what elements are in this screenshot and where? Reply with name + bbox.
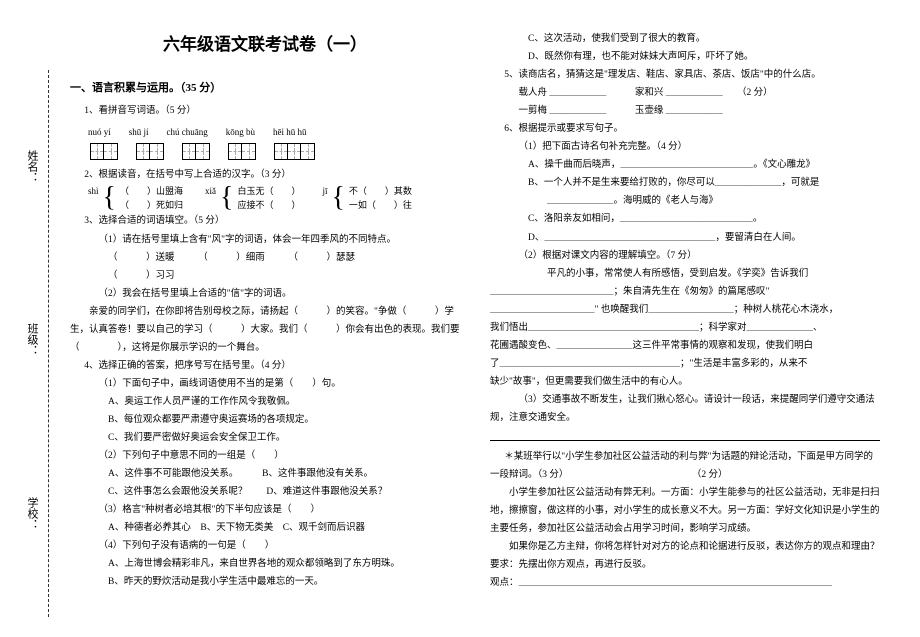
gridbox: [136, 143, 164, 160]
q3-1: （1）请在括号里填上含有"风"字的词语，体会一年四季风的不同特点。: [70, 231, 460, 249]
q3-1a: （ ）送暖 （ ）细雨 （ ）瑟瑟: [70, 249, 460, 267]
gridbox: [182, 143, 210, 160]
b2b: 应接不（ ）: [237, 198, 300, 212]
b1py: shì: [88, 184, 99, 213]
q4-2b: C、这件事怎么会跟他没关系呢？ D、难道这件事跟他没关系？: [70, 483, 460, 501]
q4-1c: C、我们要严密做好奥运会安全保卫工作。: [70, 429, 460, 447]
py2: chú chuāng: [167, 124, 208, 140]
b3py: jī: [322, 184, 327, 213]
q5: 5、读商店名，猜猜这是"理发店、鞋店、家具店、茶店、饭店"中的什么店。: [490, 66, 880, 84]
q6-2c: ＿＿＿＿＿＿＿＿＿＿＿" 也唤醒我们＿＿＿＿＿＿＿＿＿；种树人桃花心木浇水，: [490, 301, 880, 319]
q4-1a: A、奥运工作人员严谨的工作作风令我敬佩。: [70, 393, 460, 411]
q4-4c: C、这次活动，使我们受到了很大的教育。: [490, 30, 880, 48]
b3b: 一如（ ）往: [349, 198, 412, 212]
b2py: xiǎ: [205, 184, 216, 213]
q6-2g: 缺少"故事"，但更需要我们做生活中的有心人。: [490, 373, 880, 391]
q5a: 载人舟 ＿＿＿＿＿＿ 家和兴 ＿＿＿＿＿＿ （2 分）: [490, 84, 880, 102]
right-column: C、这次活动，使我们受到了很大的教育。 D、既然你有理，也不能对妹妹大声呵斥，吓…: [490, 30, 880, 592]
q6: 6、根据提示或要求写句子。: [490, 120, 880, 138]
q6-2b: ＿＿＿＿＿＿＿＿＿＿＿＿＿；朱自清先生在《匆匆》的篇尾感叹": [490, 283, 880, 301]
q4-1: （1）下面句子中，画线词语使用不当的是第（ ）句。: [70, 375, 460, 393]
p3: 观点：＿＿＿＿＿＿＿＿＿＿＿＿＿＿＿＿＿＿＿＿＿＿＿＿＿＿＿＿＿＿＿＿＿: [490, 574, 880, 592]
side-class: 班级：: [24, 323, 40, 356]
q6-2: （2）根据对课文内容的理解填空。（7 分）: [490, 247, 880, 265]
q6-2d: 我们悟出＿＿＿＿＿＿＿＿＿＿＿＿＿＿＿＿＿＿；科学家对＿＿＿＿＿＿＿、: [490, 319, 880, 337]
py3: kōng bù: [226, 124, 255, 140]
binding-line: [48, 70, 49, 617]
q4-2a: A、这件事不可能跟他没关系。 B、这件事跟他没有关系。: [70, 465, 460, 483]
gridbox: [274, 143, 315, 160]
q4-4: （4）下列句子没有语病的一句是（ ）: [70, 537, 460, 555]
side-name: 姓名：: [24, 150, 40, 183]
b1a: （ ）山盟海: [120, 184, 183, 198]
q4-3: （3）格言"种树者必培其根"的下半句应该是（ ）: [70, 501, 460, 519]
p2: 如果你是乙方主辩，你将怎样针对对方的论点和论据进行反驳，表达你方的观点和理由？要…: [490, 538, 880, 574]
q6-1a: A、操千曲而后晓声，＿＿＿＿＿＿＿＿＿＿＿＿＿＿。《文心雕龙》: [490, 156, 880, 174]
exam-title: 六年级语文联考试卷（一）: [70, 30, 460, 61]
q4: 4、选择正确的答案，把序号写在括号里。（4 分）: [70, 357, 460, 375]
q6-2e: 花圃遇酸变色、＿＿＿＿＿＿＿＿这三件平常事情的观察和发现，使我们明白: [490, 337, 880, 355]
gridbox: [90, 143, 118, 160]
q3-2p: 亲爱的同学们，在你即将告别母校之际，请扬起（ ）的笑容。"争做（ ）学生，认真答…: [70, 303, 460, 357]
grid-row: [90, 143, 460, 160]
page: 六年级语文联考试卷（一） 一、语言积累与运用。（35 分） 1、看拼音写词语。（…: [0, 0, 920, 602]
q4-1b: B、每位观众都要严肃遵守奥运赛场的各项规定。: [70, 411, 460, 429]
q6-1b2: ＿＿＿＿＿＿＿。海明威的《老人与海》: [490, 192, 880, 210]
py0: nuó yí: [88, 124, 111, 140]
blank-line: [490, 427, 880, 441]
q1: 1、看拼音写词语。（5 分）: [70, 102, 460, 120]
q2-brackets: shì { （ ）山盟海 （ ）死如归 xiǎ { 白玉无（ ） 应接不（ ） …: [88, 184, 460, 213]
side-school: 学校：: [24, 497, 40, 530]
q6-1: （1）把下面古诗名句补充完整。（4 分）: [490, 138, 880, 156]
q4-4b: B、昨天的野炊活动是我小学生活中最难忘的一天。: [70, 573, 460, 591]
b1b: （ ）死如归: [120, 198, 183, 212]
p1: 小学生参加社区公益活动有弊无利。一方面：小学生能参与的社区公益活动，无非是扫扫地…: [490, 484, 880, 538]
q3-2: （2）我会在括号里填上合适的"信"字的词语。: [70, 285, 460, 303]
q6-1b: B、一个人并不是生来要给打败的，你尽可以＿＿＿＿＿＿＿，可就是: [490, 174, 880, 192]
q6-1d: D、＿＿＿＿＿＿＿＿＿＿＿＿＿＿＿＿＿＿，要留清白在人间。: [490, 229, 880, 247]
q6-4: ＊某班举行以"小学生参加社区公益活动的利与弊"为话题的辩论活动，下面是甲方同学的…: [490, 448, 880, 484]
py1: shū jí: [129, 124, 149, 140]
q4-4a: A、上海世博会精彩非凡，来自世界各地的观众都领略到了东方明珠。: [70, 555, 460, 573]
q6-3: （3）交通事故不断发生，让我们揪心怒心。请设计一段话，来提醒同学们遵守交通法规，…: [490, 391, 880, 427]
q6-1c: C、洛阳亲友如相问，＿＿＿＿＿＿＿＿＿＿＿＿＿＿。: [490, 210, 880, 228]
pinyin-row: nuó yí shū jí chú chuāng kōng bù hēi hū …: [88, 124, 460, 140]
left-column: 六年级语文联考试卷（一） 一、语言积累与运用。（35 分） 1、看拼音写词语。（…: [70, 30, 460, 592]
q6-2a: 平凡的小事，常常使人有所感悟，受到启发。《学奕》告诉我们: [490, 265, 880, 283]
q3-1b: （ ）习习: [70, 267, 460, 285]
side-labels: 姓名： 班级： 学校：: [24, 80, 40, 600]
q6-2f: 了＿＿＿＿＿＿＿＿＿＿＿＿＿＿＿＿＿＿＿；"生活是丰富多彩的，从来不: [490, 355, 880, 373]
py4: hēi hū hū: [273, 124, 307, 140]
q4-4d: D、既然你有理，也不能对妹妹大声呵斥，吓坏了她。: [490, 48, 880, 66]
q5b: 一剪梅 ＿＿＿＿＿＿ 玉壶缘 ＿＿＿＿＿＿: [490, 102, 880, 120]
gridbox: [228, 143, 256, 160]
q3: 3、选择合适的词语填空。（5 分）: [70, 212, 460, 230]
q4-3a: A、种德者必养其心 B、天下物无类美 C、观千剑而后识器: [70, 519, 460, 537]
b2a: 白玉无（ ）: [237, 184, 300, 198]
q2: 2、根据读音，在括号中写上合适的汉字。（3 分）: [70, 166, 460, 184]
q4-2: （2）下列句子中意思不同的一组是（ ）: [70, 447, 460, 465]
section1-head: 一、语言积累与运用。（35 分）: [70, 79, 460, 99]
b3a: 不（ ）其数: [349, 184, 412, 198]
